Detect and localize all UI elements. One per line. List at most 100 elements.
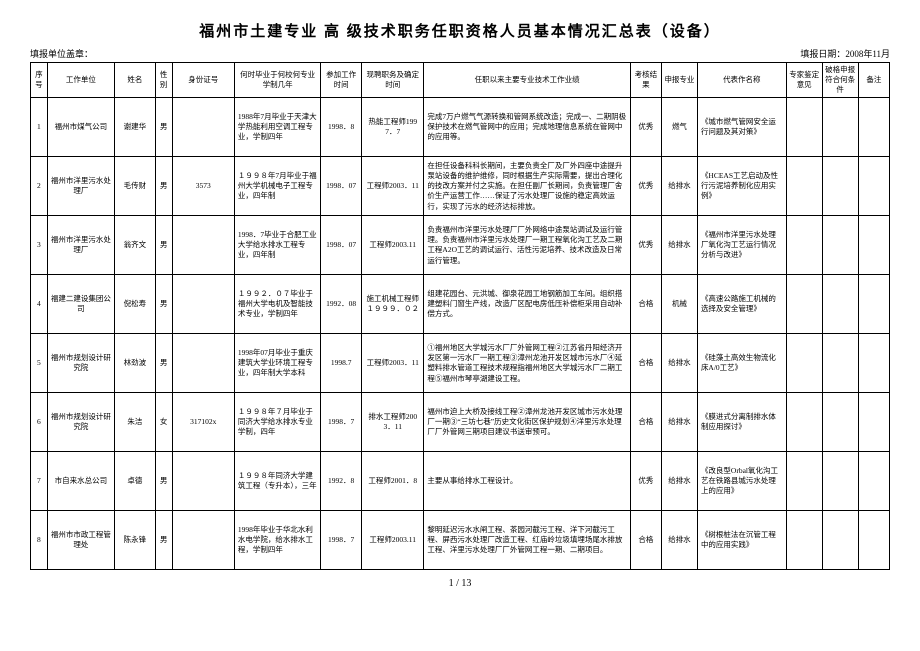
cell-work: 1998.7	[321, 334, 362, 393]
cell-name: 倪松寿	[114, 275, 155, 334]
page-number: 1 / 13	[30, 578, 890, 589]
cell-work: 1998．7	[321, 393, 362, 452]
table-row: 2福州市洋里污水处理厂毛传财男3573１９９８年7月毕业于福州大学机械电子工程专…	[31, 157, 890, 216]
stamp-label: 填报单位盖章：	[30, 47, 93, 60]
table-row: 4福建二建设集团公司倪松寿男１９９２．０７毕业于福州大学电机及智能技术专业，学制…	[31, 275, 890, 334]
cell-spec: 给排水	[661, 511, 697, 570]
cell-seq: 5	[31, 334, 48, 393]
cell-rep: 《HCEAS工艺启动及性行污泥培养制化应用实例》	[697, 157, 786, 216]
cell-exp: 在担任设备科科长期间，主要负责全厂及厂外四座中途提升泵站设备的维护维修，同时根据…	[424, 157, 630, 216]
cell-exp: 负责福州市洋里污水处理厂厂外网络中途泵站调试及运行管理。负责福州市洋里污水处理厂…	[424, 216, 630, 275]
table-row: 7市自来水总公司卓德男１９９８年同济大学建筑工程（专升本），三年1992．8工程…	[31, 452, 890, 511]
cell-note	[858, 334, 889, 393]
cell-exp: 组建花园台、元洪城、御泉花园工地钢筋加工车间。组织搭建塑料门窗生产线，改造厂区配…	[424, 275, 630, 334]
cell-name: 林劲波	[114, 334, 155, 393]
col-unit: 工作单位	[47, 63, 114, 98]
cell-cert: 工程师2003.11	[362, 511, 424, 570]
cell-id	[172, 511, 234, 570]
cell-opin	[786, 334, 822, 393]
cell-edu: 1998年07月毕业于重庆建筑大学业环境工程专业，四年制大学本科	[234, 334, 320, 393]
cell-sex: 男	[155, 216, 172, 275]
cell-unit: 福建二建设集团公司	[47, 275, 114, 334]
cell-note	[858, 393, 889, 452]
cell-id: 317102x	[172, 393, 234, 452]
table-body: 1福州市煤气公司谢建华男1988年7月毕业于天津大学热能利用空调工程专业，学制四…	[31, 98, 890, 570]
cell-id	[172, 334, 234, 393]
cell-work: 1998．07	[321, 216, 362, 275]
cell-edu: 1998．7毕业于合肥工业大学给水排水工程专业，四年制	[234, 216, 320, 275]
cell-opin	[786, 275, 822, 334]
cell-rep: 《膜进式分离制排水体制应用探讨》	[697, 393, 786, 452]
cell-work: 1998．07	[321, 157, 362, 216]
fill-date-value: 2008年11月	[845, 49, 890, 59]
cell-opin	[786, 393, 822, 452]
col-name: 姓名	[114, 63, 155, 98]
cell-appr	[822, 157, 858, 216]
cell-name: 毛传财	[114, 157, 155, 216]
cell-rep: 《硅藻土高效生物流化床A/0工艺》	[697, 334, 786, 393]
cell-res: 优秀	[630, 157, 661, 216]
cell-note	[858, 216, 889, 275]
table-row: 5福州市规划设计研究院林劲波男 1998年07月毕业于重庆建筑大学业环境工程专业，…	[31, 334, 890, 393]
cell-cert: 热能工程师1997．7	[362, 98, 424, 157]
cell-res: 合格	[630, 511, 661, 570]
cell-sex: 女	[155, 393, 172, 452]
cell-edu: 1988年7月毕业于天津大学热能利用空调工程专业，学制四年	[234, 98, 320, 157]
cell-appr	[822, 452, 858, 511]
cell-note	[858, 452, 889, 511]
cell-work: 1992．8	[321, 452, 362, 511]
cell-exp: 福州市迫上大桥及接线工程②漳州龙池开发区城市污水处理厂一期③“三坊七巷”历史文化…	[424, 393, 630, 452]
cell-rep: 《高速公路施工机械的选择及安全管理》	[697, 275, 786, 334]
summary-table: 序号 工作单位 姓名 性别 身份证号 何时毕业于何校何专业学制几年 参加工作时间…	[30, 62, 890, 570]
cell-appr	[822, 98, 858, 157]
cell-seq: 8	[31, 511, 48, 570]
cell-sex: 男	[155, 98, 172, 157]
cell-appr	[822, 511, 858, 570]
cell-id	[172, 98, 234, 157]
cell-res: 合格	[630, 275, 661, 334]
table-header-row: 序号 工作单位 姓名 性别 身份证号 何时毕业于何校何专业学制几年 参加工作时间…	[31, 63, 890, 98]
col-spec: 申报专业	[661, 63, 697, 98]
cell-opin	[786, 98, 822, 157]
col-work: 参加工作时间	[321, 63, 362, 98]
cell-appr	[822, 334, 858, 393]
cell-unit: 市自来水总公司	[47, 452, 114, 511]
cell-note	[858, 157, 889, 216]
cell-rep: 《改良型Orbal氧化沟工艺在铁路县城污水处理上的应用》	[697, 452, 786, 511]
cell-unit: 福州市市政工程管理处	[47, 511, 114, 570]
header-row: 填报单位盖章： 填报日期：2008年11月	[30, 47, 890, 60]
cell-exp: 完成7万户燃气气源转换和管网系统改造；完成一、二期阴极保护技术在燃气管网中的应用…	[424, 98, 630, 157]
cell-seq: 4	[31, 275, 48, 334]
table-row: 8福州市市政工程管理处陈永锋男1998年毕业于华北水利水电学院，给水排水工程，学…	[31, 511, 890, 570]
cell-id: 3573	[172, 157, 234, 216]
cell-name: 谢建华	[114, 98, 155, 157]
cell-cert: 工程师2003．11	[362, 334, 424, 393]
col-sex: 性别	[155, 63, 172, 98]
cell-res: 优秀	[630, 98, 661, 157]
cell-res: 合格	[630, 334, 661, 393]
cell-sex: 男	[155, 334, 172, 393]
cell-cert: 工程师2003.11	[362, 216, 424, 275]
cell-rep: 《树根桩法在沉管工程中的应用实践》	[697, 511, 786, 570]
cell-edu: １９９２．０７毕业于福州大学电机及智能技术专业，学制四年	[234, 275, 320, 334]
col-res: 考核结果	[630, 63, 661, 98]
cell-note	[858, 511, 889, 570]
cell-name: 翁齐文	[114, 216, 155, 275]
cell-res: 优秀	[630, 216, 661, 275]
fill-date: 填报日期：2008年11月	[800, 47, 890, 60]
cell-seq: 6	[31, 393, 48, 452]
cell-spec: 机械	[661, 275, 697, 334]
cell-unit: 福州市规划设计研究院	[47, 393, 114, 452]
cell-opin	[786, 216, 822, 275]
cell-appr	[822, 216, 858, 275]
cell-opin	[786, 511, 822, 570]
cell-unit: 福州市规划设计研究院	[47, 334, 114, 393]
cell-unit: 福州市洋里污水处理厂	[47, 157, 114, 216]
cell-res: 合格	[630, 393, 661, 452]
cell-exp: 黎明延迟污水水闸工程、茶园河截污工程、洋下河截污工程、屏西污水处理厂改造工程、红…	[424, 511, 630, 570]
col-appr: 破格申报符合何条件	[822, 63, 858, 98]
col-opin: 专家鉴定意见	[786, 63, 822, 98]
cell-sex: 男	[155, 157, 172, 216]
cell-edu: １９９８年7月毕业于福州大学机械电子工程专业，四年制	[234, 157, 320, 216]
cell-opin	[786, 452, 822, 511]
